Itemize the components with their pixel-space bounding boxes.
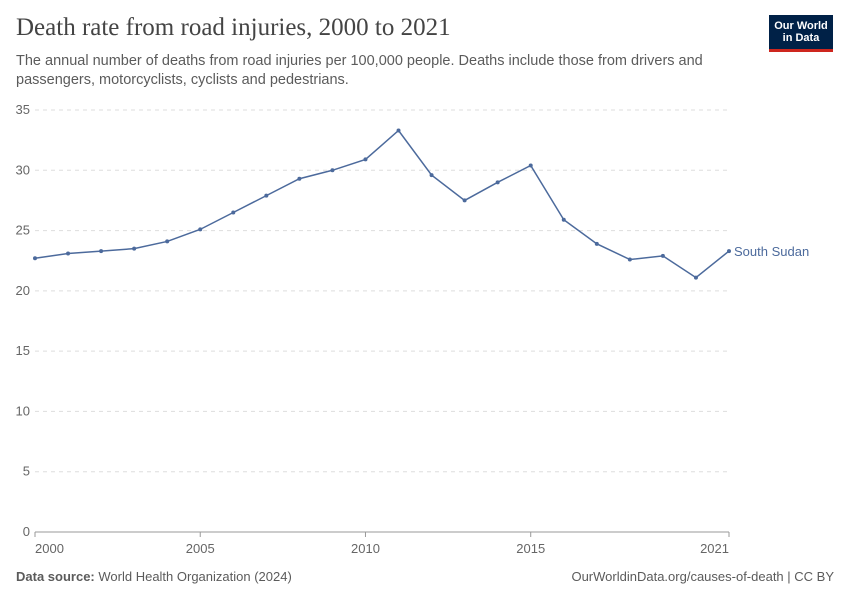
y-tick-label: 25 — [16, 223, 30, 238]
data-point — [132, 246, 137, 251]
data-point — [495, 180, 500, 185]
data-point — [297, 176, 302, 181]
data-point — [462, 198, 467, 203]
y-tick-label: 5 — [23, 464, 30, 479]
data-point — [594, 241, 599, 246]
x-tick-label: 2010 — [351, 541, 380, 556]
chart-title: Death rate from road injuries, 2000 to 2… — [16, 14, 451, 41]
data-point — [198, 227, 203, 232]
data-point — [727, 249, 731, 254]
data-point — [429, 173, 434, 178]
y-tick-label: 0 — [23, 524, 30, 539]
data-point — [693, 275, 698, 280]
x-tick-label: 2005 — [186, 541, 215, 556]
logo[interactable]: Our World in Data — [769, 15, 833, 52]
source-label: Data source: — [16, 569, 95, 584]
y-tick-label: 30 — [16, 162, 30, 177]
y-tick-label: 35 — [16, 102, 30, 117]
x-tick-label: 2000 — [35, 541, 64, 556]
source: World Health Organization (2024) — [98, 569, 292, 584]
data-point — [363, 157, 368, 162]
data-point — [660, 253, 665, 258]
series-line — [34, 129, 730, 279]
data-point — [264, 193, 269, 198]
y-tick-label: 15 — [16, 343, 30, 358]
footer-url[interactable]: OurWorldinData.org/causes-of-death | CC … — [571, 569, 834, 584]
chart-subtitle: The annual number of deaths from road in… — [16, 53, 703, 88]
data-point — [627, 257, 632, 262]
data-point — [396, 128, 401, 133]
data-point — [99, 249, 104, 254]
y-tick-label: 20 — [16, 283, 30, 298]
data-point — [561, 217, 566, 222]
data-point — [33, 256, 37, 261]
x-tick-label: 2015 — [516, 541, 545, 556]
y-tick-label: 10 — [16, 403, 30, 418]
footer-source: Data source: World Health Organization (… — [16, 569, 292, 584]
data-point — [528, 163, 533, 168]
series-label: South Sudan — [734, 244, 809, 259]
data-point — [66, 251, 71, 256]
data-point — [165, 239, 170, 244]
data-point — [330, 168, 335, 173]
data-point — [231, 210, 236, 215]
logo-text: Our World in Data — [774, 20, 828, 44]
x-tick-label: 2021 — [700, 541, 729, 556]
